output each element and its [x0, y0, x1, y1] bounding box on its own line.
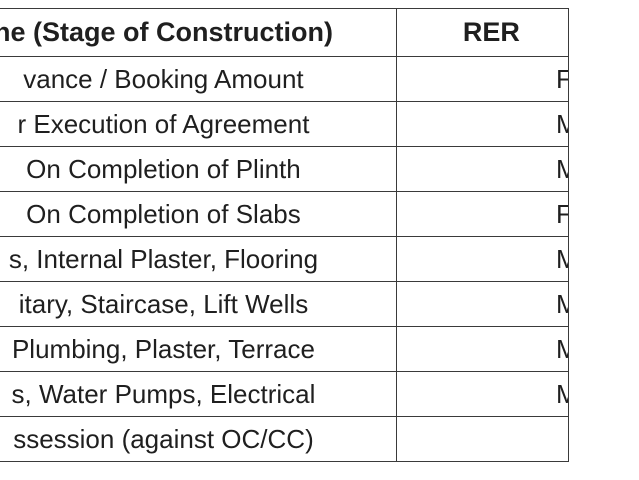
table-row: s, Water Pumps, Electrical M [0, 371, 570, 417]
rera-cell [395, 416, 570, 462]
rera-value: M [556, 244, 567, 275]
header-rera: RER [395, 8, 570, 57]
table-row: On Completion of Slabs F [0, 191, 570, 237]
stage-cell: vance / Booking Amount [0, 56, 397, 102]
stage-cell: itary, Staircase, Lift Wells [0, 281, 397, 327]
header-stage: ne (Stage of Construction) [0, 8, 397, 57]
rera-cell: M [395, 236, 570, 282]
rera-value: M [556, 334, 567, 365]
rera-cell: M [395, 371, 570, 417]
stage-cell: Plumbing, Plaster, Terrace [0, 326, 397, 372]
table-row: ssession (against OC/CC) [0, 416, 570, 462]
stage-cell: ssession (against OC/CC) [0, 416, 397, 462]
rera-cell: M [395, 281, 570, 327]
table-row: itary, Staircase, Lift Wells M [0, 281, 570, 327]
table-row: s, Internal Plaster, Flooring M [0, 236, 570, 282]
stage-cell: s, Internal Plaster, Flooring [0, 236, 397, 282]
stage-cell: s, Water Pumps, Electrical [0, 371, 397, 417]
rera-value: M [556, 289, 567, 320]
rera-value: M [556, 379, 567, 410]
header-row: ne (Stage of Construction) RER [0, 8, 570, 57]
rera-cell: M [395, 326, 570, 372]
payment-schedule-table: ne (Stage of Construction) RER vance / B… [0, 8, 570, 462]
rera-cell: M [395, 146, 570, 192]
rera-cell: F [395, 191, 570, 237]
table-row: On Completion of Plinth M [0, 146, 570, 192]
rera-value: F [556, 199, 567, 230]
stage-cell: On Completion of Plinth [0, 146, 397, 192]
rera-cell: M [395, 101, 570, 147]
stage-cell: On Completion of Slabs [0, 191, 397, 237]
table-row: Plumbing, Plaster, Terrace M [0, 326, 570, 372]
rera-value: M [556, 109, 567, 140]
rera-cell: F [395, 56, 570, 102]
rera-value: M [556, 154, 567, 185]
stage-cell: r Execution of Agreement [0, 101, 397, 147]
rera-value: F [556, 64, 567, 95]
table-row: r Execution of Agreement M [0, 101, 570, 147]
table-row: vance / Booking Amount F [0, 56, 570, 102]
